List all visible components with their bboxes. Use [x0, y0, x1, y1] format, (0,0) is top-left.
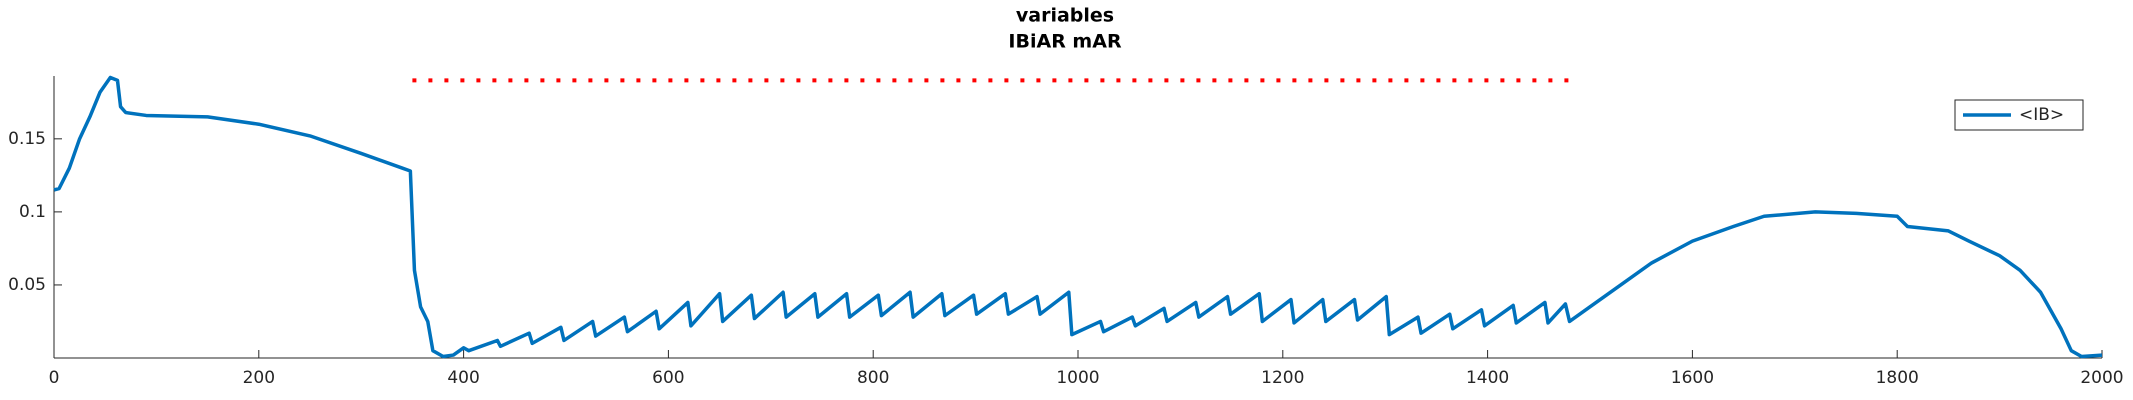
x-tick-label: 1000 [1056, 368, 1099, 388]
x-tick-label: 400 [447, 368, 479, 388]
chart-title: variables [1016, 5, 1114, 27]
legend-label: <IB> [2019, 105, 2064, 125]
y-tick-label: 0.05 [8, 275, 46, 295]
x-tick-label: 1400 [1466, 368, 1509, 388]
x-tick-label: 1200 [1261, 368, 1304, 388]
x-tick-label: 800 [857, 368, 889, 388]
y-tick-label: 0.1 [19, 202, 46, 222]
y-tick-label: 0.15 [8, 129, 46, 149]
x-tick-label: 2000 [2080, 368, 2123, 388]
chart-subtitle: IBiAR mAR [1008, 31, 1122, 53]
series-line [53, 75, 2103, 359]
x-tick-label: 600 [652, 368, 684, 388]
x-tick-label: 1800 [1876, 368, 1919, 388]
x-tick-label: 1600 [1671, 368, 1714, 388]
x-tick-label: 200 [243, 368, 275, 388]
x-tick-label: 0 [49, 368, 60, 388]
